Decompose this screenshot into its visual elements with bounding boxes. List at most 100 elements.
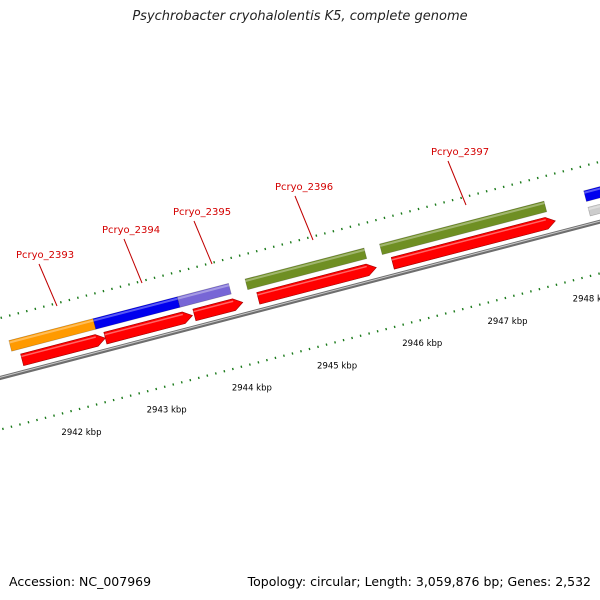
map-title: Psychrobacter cryohalolentis K5, complet… <box>132 9 468 24</box>
axis-tick-lower <box>419 318 422 322</box>
axis-tick-lower <box>95 403 98 406</box>
gene-label-pcryo_2394[interactable]: Pcryo_2394 <box>102 225 160 236</box>
axis-tick-lower <box>180 381 183 384</box>
axis-tick-lower <box>495 298 498 302</box>
axis-tick-upper <box>519 181 522 184</box>
axis-tick-lower <box>461 307 464 311</box>
axis-tick-lower <box>163 385 166 388</box>
cds-arrow <box>20 334 106 367</box>
axis-tick-lower <box>334 341 336 344</box>
axis-tick-upper <box>383 216 386 220</box>
axis-tick-upper <box>170 272 173 275</box>
axis-tick-upper <box>85 294 88 297</box>
genome-backbone <box>0 219 600 381</box>
axis-tick-upper <box>366 221 369 224</box>
cds-arrow-highlight <box>104 313 184 336</box>
gene-leader-line <box>193 220 213 265</box>
gene-label-pcryo_2395[interactable]: Pcryo_2395 <box>173 207 231 218</box>
axis-tick-upper <box>25 309 28 313</box>
cds-arrow-highlight <box>391 219 546 261</box>
axis-tick-lower <box>598 272 600 275</box>
axis-tick-upper <box>485 190 488 193</box>
cds-arrow-highlight <box>21 336 96 358</box>
axis-tick-lower <box>393 325 396 329</box>
axis-tick-lower <box>129 394 132 397</box>
feature-bar-blue-highlight <box>93 297 178 322</box>
axis-tick-lower <box>189 378 192 382</box>
axis-tick-lower <box>385 327 388 331</box>
axis-tick-upper <box>196 265 199 268</box>
axis-tick-lower <box>214 372 217 375</box>
axis-tick-lower <box>70 409 73 413</box>
axis-tick-upper <box>162 274 165 277</box>
axis-tick-upper <box>434 203 437 206</box>
axis-tick-upper <box>553 172 556 175</box>
axis-tick-lower <box>172 383 175 386</box>
cds-arrow <box>192 298 244 322</box>
axis-tick-upper <box>570 167 573 171</box>
axis-tick-lower <box>223 369 226 373</box>
axis-tick-lower <box>444 312 447 315</box>
axis-tick-lower <box>410 321 413 324</box>
accession-text: Accession: NC_007969 <box>9 574 152 589</box>
axis-tick-upper <box>136 281 139 284</box>
axis-tick-upper <box>579 165 582 169</box>
kbp-tick-label: 2942 kbp <box>61 428 101 438</box>
kbp-tick-label: 2944 kbp <box>232 383 272 393</box>
feature-bar-olive-highlight <box>379 202 545 247</box>
axis-tick-lower <box>572 279 575 282</box>
axis-tick-upper <box>528 178 531 182</box>
axis-tick-lower <box>197 376 200 380</box>
cds-arrow <box>103 311 193 345</box>
axis-tick-lower <box>274 356 277 360</box>
feature-bar-blue-highlight <box>583 187 600 194</box>
feature-bar-olive <box>379 200 548 256</box>
cds-arrow <box>390 217 556 270</box>
axis-tick-upper <box>179 269 182 273</box>
axis-tick-lower <box>359 334 362 337</box>
axis-tick-lower <box>19 423 21 426</box>
feature-bar-orange-highlight <box>9 319 94 344</box>
axis-tick-upper <box>68 298 71 302</box>
feature-bar-olive-highlight <box>245 249 365 282</box>
axis-tick-lower <box>376 330 379 333</box>
axis-tick-upper <box>8 314 11 317</box>
axis-tick-upper <box>443 201 446 204</box>
axis-tick-upper <box>204 263 207 266</box>
axis-tick-upper <box>153 276 156 280</box>
gene-label-pcryo_2397[interactable]: Pcryo_2397 <box>431 147 489 158</box>
axis-tick-lower <box>291 352 294 355</box>
cds-arrow-highlight <box>257 265 367 296</box>
kbp-tick-label: 2943 kbp <box>147 406 187 416</box>
axis-tick-upper <box>477 192 480 195</box>
axis-tick-upper <box>536 176 539 180</box>
axis-tick-lower <box>564 281 566 284</box>
gene-label-pcryo_2393[interactable]: Pcryo_2393 <box>16 250 74 261</box>
axis-tick-lower <box>478 303 481 306</box>
axis-tick-upper <box>230 256 233 260</box>
axis-tick-upper <box>494 187 497 191</box>
axis-tick-lower <box>121 396 124 400</box>
axis-tick-lower <box>248 363 251 366</box>
gene-leader-line <box>38 263 58 307</box>
axis-tick-upper <box>511 183 514 186</box>
axis-tick-lower <box>351 336 354 340</box>
gene-label-pcryo_2396[interactable]: Pcryo_2396 <box>275 182 333 193</box>
axis-tick-lower <box>257 361 260 364</box>
axis-tick-lower <box>325 343 328 346</box>
axis-tick-upper <box>34 307 37 311</box>
axis-tick-lower <box>155 387 158 391</box>
axis-tick-lower <box>427 316 430 320</box>
axis-tick-upper <box>76 296 79 300</box>
axis-tick-lower <box>555 283 558 286</box>
axis-tick-upper <box>417 207 420 211</box>
axis-tick-lower <box>521 292 524 295</box>
feature-bar-olive <box>244 247 368 291</box>
axis-tick-lower <box>138 392 141 395</box>
axis-tick-lower <box>308 347 311 351</box>
cds-arrow-highlight <box>193 300 234 313</box>
axis-tick-upper <box>306 236 309 240</box>
axis-tick-upper <box>392 214 394 217</box>
axis-tick-upper <box>281 243 284 246</box>
